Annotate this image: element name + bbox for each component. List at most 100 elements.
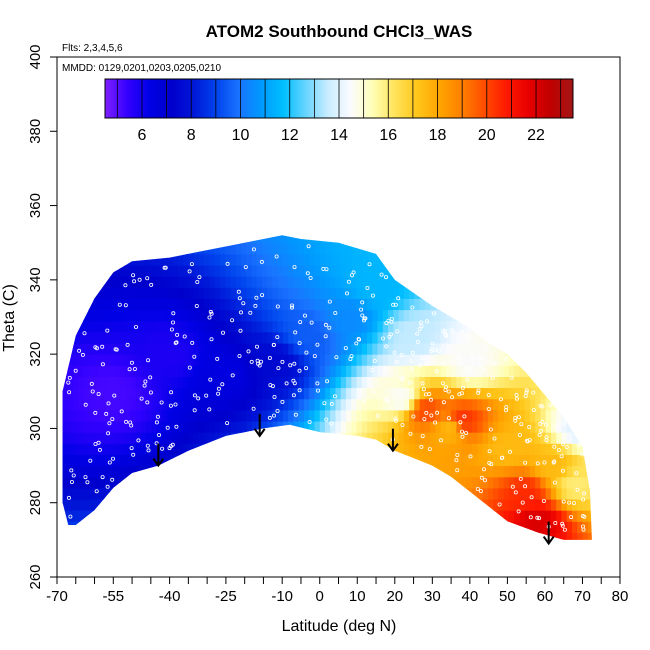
- heatmap-cell: [240, 409, 247, 422]
- heatmap-cell: [582, 499, 589, 511]
- heatmap-cell: [246, 343, 253, 355]
- heatmap-cell: [325, 331, 331, 344]
- sample-point: [254, 344, 259, 349]
- heatmap-cell: [430, 432, 436, 444]
- heatmap-cell: [62, 354, 69, 366]
- heatmap-cell: [540, 443, 547, 455]
- heatmap-cell: [298, 387, 305, 400]
- heatmap-cell: [188, 309, 195, 322]
- heatmap-cell: [461, 376, 468, 389]
- heatmap-cell: [351, 499, 358, 511]
- heatmap-cell: [188, 510, 195, 522]
- heatmap-cell: [498, 487, 505, 500]
- heatmap-cell: [403, 487, 410, 500]
- heatmap-cell: [325, 499, 331, 511]
- heatmap-cell: [120, 343, 126, 355]
- heatmap-cell: [99, 309, 105, 322]
- sample-point: [248, 310, 253, 315]
- heatmap-cell: [304, 298, 310, 311]
- heatmap-cell: [435, 276, 442, 288]
- heatmap-cell: [535, 476, 542, 489]
- sample-point: [321, 266, 326, 271]
- x-tick-label: 20: [386, 588, 403, 605]
- heatmap-cell: [330, 354, 337, 366]
- heatmap-cell: [414, 320, 421, 333]
- heatmap-cell: [378, 220, 384, 232]
- heatmap-cell: [519, 354, 526, 366]
- sample-point: [168, 403, 173, 408]
- heatmap-cell: [62, 487, 63, 500]
- heatmap-cell: [319, 465, 326, 478]
- heatmap-cell: [193, 276, 200, 288]
- heatmap-cell: [550, 432, 557, 444]
- heatmap-cell: [435, 265, 442, 277]
- heatmap-cell: [356, 242, 363, 255]
- sample-point: [236, 289, 241, 294]
- heatmap-cell: [561, 298, 568, 311]
- heatmap-cell: [335, 532, 342, 540]
- sample-point: [362, 316, 367, 321]
- heatmap-cell: [587, 476, 592, 489]
- heatmap-cell: [482, 510, 489, 522]
- heatmap-cell: [141, 354, 147, 366]
- heatmap-cell: [204, 454, 210, 467]
- heatmap-cell: [256, 309, 263, 322]
- heatmap-cell: [330, 276, 337, 288]
- heatmap-cell: [540, 287, 547, 299]
- heatmap-cell: [419, 409, 426, 422]
- heatmap-cell: [393, 309, 400, 322]
- sample-point: [351, 270, 356, 275]
- heatmap-cell: [309, 354, 316, 366]
- heatmap-cell: [246, 443, 253, 455]
- heatmap-cell: [83, 354, 90, 366]
- heatmap-cell: [304, 409, 310, 422]
- heatmap-cell: [288, 432, 295, 444]
- heatmap-cell: [151, 265, 158, 277]
- heatmap-cell: [115, 544, 121, 556]
- heatmap-cell: [88, 298, 95, 311]
- heatmap-cell: [419, 320, 426, 333]
- heatmap-cell: [382, 320, 389, 333]
- heatmap-cell: [356, 409, 363, 422]
- heatmap-cell: [219, 354, 226, 366]
- heatmap-cell: [393, 398, 400, 411]
- heatmap-cell: [461, 521, 468, 533]
- heatmap-cell: [277, 331, 284, 344]
- heatmap-cell: [283, 220, 289, 232]
- heatmap-cell: [572, 465, 578, 478]
- heatmap-cell: [377, 476, 384, 489]
- heatmap-cell: [382, 398, 389, 411]
- heatmap-cell: [198, 421, 205, 433]
- heatmap-cell: [441, 220, 447, 232]
- heatmap-cell: [319, 265, 326, 277]
- heatmap-cell: [288, 354, 295, 366]
- heatmap-cell: [388, 320, 394, 333]
- heatmap-cell: [188, 331, 195, 344]
- heatmap-cell: [503, 409, 510, 422]
- sample-point: [487, 460, 492, 465]
- heatmap-cell: [288, 387, 295, 400]
- heatmap-cell: [162, 354, 168, 366]
- heatmap-cell: [540, 309, 547, 322]
- sample-point: [196, 396, 201, 401]
- heatmap-cell: [78, 544, 84, 556]
- heatmap-cell: [566, 343, 573, 355]
- heatmap-cell: [225, 532, 231, 540]
- heatmap-cell: [482, 343, 489, 355]
- heatmap-cell: [472, 309, 478, 322]
- heatmap-cell: [141, 253, 147, 266]
- heatmap-cell: [367, 409, 373, 422]
- heatmap-cell: [304, 544, 310, 556]
- sample-point: [275, 408, 280, 413]
- sample-point: [207, 315, 212, 320]
- heatmap-cell: [172, 242, 179, 255]
- colorbar-tick-label: 12: [281, 127, 299, 144]
- heatmap-cell: [561, 235, 568, 244]
- heatmap-cell: [104, 354, 111, 366]
- heatmap-cell: [593, 276, 599, 288]
- heatmap-cell: [519, 387, 526, 400]
- heatmap-cell: [530, 220, 536, 232]
- heatmap-cell: [277, 432, 284, 444]
- heatmap-cell: [361, 476, 368, 489]
- heatmap-cell: [372, 421, 379, 433]
